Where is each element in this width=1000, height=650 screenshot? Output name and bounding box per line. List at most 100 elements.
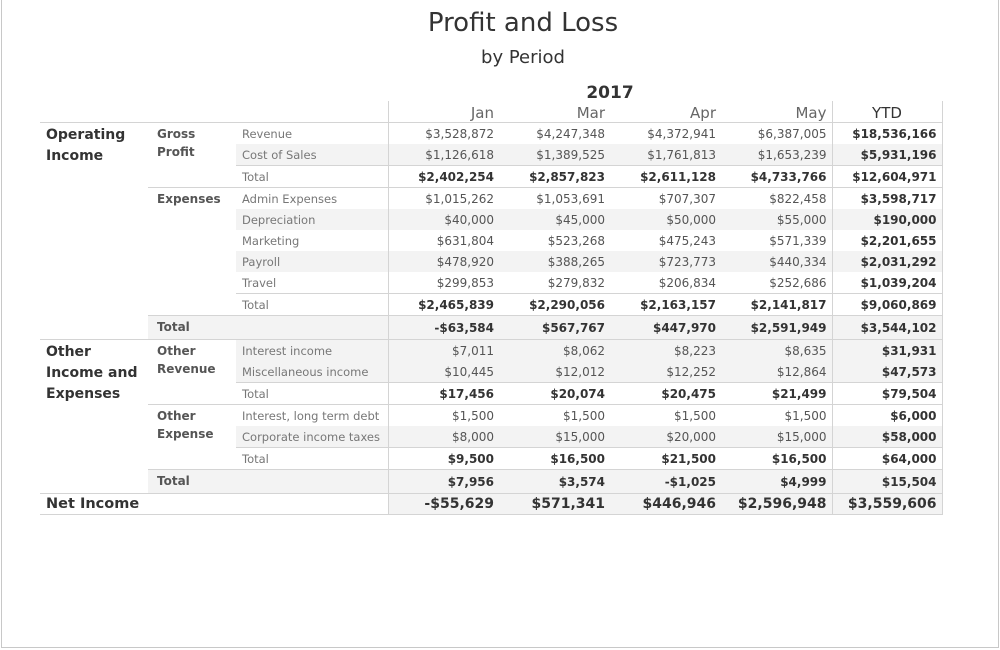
subtotal-label: Total [236, 382, 388, 405]
value-cell: $2,402,254 [387, 165, 499, 188]
value-cell: $279,832 [547, 275, 605, 290]
ytd-value-cell: $58,000 [831, 426, 943, 448]
value-cell: $1,500 [387, 404, 499, 426]
subtotal-label: Total [236, 447, 388, 470]
subtotal-label: Total [236, 165, 388, 188]
value-cell: $6,387,005 [721, 122, 832, 144]
ytd-value-cell: $15,504 [831, 469, 943, 494]
ytd-value-cell: $3,559,606 [831, 493, 943, 515]
value-cell: $2,465,839 [387, 293, 499, 316]
value-cell: $2,141,817 [721, 293, 832, 316]
value-cell: $8,062 [499, 339, 610, 361]
line-item-label: Payroll [236, 251, 388, 272]
ytd-value-cell: $79,504 [831, 382, 943, 405]
value-cell: $388,265 [499, 251, 610, 272]
ytd-value-cell: $64,000 [831, 447, 943, 470]
table-row: Other Income and Expenses Other Revenue In… [40, 339, 943, 494]
table-row: Marketing $631,804 $523,268 $475,243 $571,33… [40, 230, 943, 251]
category-label: Operating Income [40, 122, 148, 340]
ytd-value-cell: $2,031,292 [831, 251, 943, 272]
ytd-value-cell: $6,000 [831, 404, 943, 426]
subcategory-label: Other Revenue [148, 339, 236, 405]
ytd-value-cell: $31,931 [831, 339, 943, 361]
value-cell: $8,000 [387, 426, 499, 448]
value-cell: $1,500 [721, 404, 832, 426]
value-cell: $631,804 [387, 230, 499, 251]
value-cell: $252,686 [769, 275, 827, 290]
subtotal-label: Total [236, 293, 388, 316]
value-cell: $55,000 [721, 209, 832, 230]
value-cell: $45,000 [499, 209, 610, 230]
ytd-value-cell: $190,000 [831, 209, 943, 230]
value-cell: $12,252 [610, 361, 721, 383]
value-cell: $2,290,056 [499, 293, 610, 316]
value-cell: $1,500 [499, 404, 610, 426]
line-item-label: Depreciation [236, 209, 388, 230]
value-cell: $4,999 [721, 469, 832, 494]
line-item-label: Interest income [236, 339, 388, 361]
table-row: Expenses Admin Expenses $1,015,262 $1,053,6… [40, 187, 943, 316]
value-cell: $299,853 [387, 272, 499, 294]
value-cell: $50,000 [610, 209, 721, 230]
table-row: Total $17,456 $20,074 $20,475 $21,499 $79,504 [40, 382, 943, 405]
ytd-value-cell: $18,536,166 [831, 122, 943, 144]
subcategory-label: Expenses [148, 187, 236, 316]
line-item-label: Travel [242, 275, 277, 290]
line-item-label: Interest, long term debt [236, 404, 388, 426]
value-cell: $12,012 [499, 361, 610, 383]
value-cell: $7,956 [387, 469, 499, 494]
line-item-label: Miscellaneous income [236, 361, 388, 383]
value-cell: $4,372,941 [610, 122, 721, 144]
line-item-label: Cost of Sales [236, 144, 388, 166]
value-cell: $40,000 [387, 209, 499, 230]
value-cell: $707,307 [610, 187, 721, 209]
value-cell: $7,011 [387, 339, 499, 361]
category-label: Other Income and Expenses [40, 339, 148, 494]
value-cell: $1,015,262 [387, 187, 499, 209]
value-cell: $8,635 [721, 339, 832, 361]
column-header-may: May [795, 104, 827, 122]
ytd-value-cell: $3,544,102 [831, 315, 943, 340]
value-cell: $10,445 [387, 361, 499, 383]
value-cell: $16,500 [721, 447, 832, 470]
table-row: Cost of Sales $1,126,618 $1,389,525 $1,761,… [40, 144, 943, 166]
column-header-mar: Mar [576, 104, 605, 122]
table-row: Total $2,402,254 $2,857,823 $2,611,128 $4,73… [40, 165, 943, 188]
ytd-value-cell: $3,598,717 [831, 187, 943, 209]
value-cell: $440,334 [721, 251, 832, 272]
table-row: Operating Income Gross Profit Revenue $3,52… [40, 122, 943, 340]
value-cell: -$63,584 [387, 315, 499, 340]
table-row: Total $2,465,839 $2,290,056 $2,163,157 $2,14… [40, 293, 943, 316]
value-cell: $723,773 [610, 251, 721, 272]
value-cell: $2,591,949 [721, 315, 832, 340]
value-cell: $21,500 [610, 447, 721, 470]
value-cell: $21,499 [721, 382, 832, 405]
value-cell: $447,970 [610, 315, 721, 340]
year-header: 2017 [586, 83, 634, 103]
value-cell: $15,000 [499, 426, 610, 448]
line-item-label: Marketing [242, 233, 300, 248]
value-cell: $206,834 [658, 275, 716, 290]
value-cell: $2,596,948 [721, 493, 832, 515]
column-header-jan: Jan [387, 101, 499, 123]
value-cell: $20,074 [499, 382, 610, 405]
subcategory-label: Other Expense [148, 404, 236, 470]
table-row: Corporate income taxes $8,000 $15,000 $20,0… [40, 426, 943, 448]
table-row: Total -$63,584 $567,767 $447,970 $2,591,949 $… [40, 315, 943, 340]
ytd-value-cell: $2,201,655 [831, 230, 943, 251]
table-row: Total $7,956 $3,574 -$1,025 $4,999 $15,504 [40, 469, 943, 494]
value-cell: $2,857,823 [499, 165, 610, 188]
table-row: Payroll $478,920 $388,265 $723,773 $440,334 $… [40, 251, 943, 272]
value-cell: -$1,025 [610, 469, 721, 494]
ytd-value-cell: $9,060,869 [831, 293, 943, 316]
table-row: Total $9,500 $16,500 $21,500 $16,500 $64,000 [40, 447, 943, 470]
value-cell: $2,163,157 [610, 293, 721, 316]
value-cell: $571,341 [499, 493, 610, 515]
group-total-label: Total [148, 315, 388, 340]
table-row: Miscellaneous income $10,445 $12,012 $12,25… [40, 361, 943, 383]
subcategory-label: Gross Profit [148, 122, 236, 188]
pnl-table: Jan Mar Apr May YTD Operating Income Gros… [40, 101, 943, 515]
ytd-value-cell: $12,604,971 [831, 165, 943, 188]
value-cell: $3,574 [499, 469, 610, 494]
